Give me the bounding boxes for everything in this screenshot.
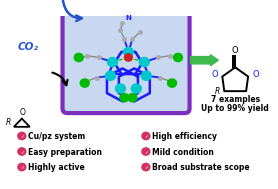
Text: O: O (232, 46, 239, 55)
Circle shape (18, 163, 26, 171)
Text: R: R (5, 118, 11, 127)
Text: O: O (212, 70, 218, 79)
Circle shape (108, 57, 118, 67)
Text: ✓: ✓ (20, 165, 24, 170)
Circle shape (80, 79, 89, 87)
Circle shape (139, 57, 149, 67)
Circle shape (142, 132, 150, 140)
Text: R: R (215, 87, 220, 96)
Text: Easy preparation: Easy preparation (28, 148, 102, 157)
Text: O: O (252, 70, 259, 79)
Circle shape (125, 54, 132, 61)
Text: Mild condition: Mild condition (152, 148, 214, 157)
Text: Highly active: Highly active (28, 163, 85, 173)
Circle shape (142, 148, 150, 155)
Text: N: N (125, 15, 131, 21)
Circle shape (142, 163, 150, 171)
Text: O: O (20, 108, 26, 117)
Text: ✓: ✓ (144, 149, 148, 154)
Text: Broad substrate scope: Broad substrate scope (152, 163, 249, 173)
Circle shape (18, 148, 26, 155)
Text: ✓: ✓ (20, 149, 24, 154)
Circle shape (18, 132, 26, 140)
Text: CO₂: CO₂ (17, 42, 38, 52)
Circle shape (128, 94, 137, 102)
Text: High efficiency: High efficiency (152, 132, 217, 141)
FancyBboxPatch shape (63, 9, 190, 113)
Text: Up to 99% yield: Up to 99% yield (201, 104, 269, 113)
Circle shape (131, 84, 141, 93)
Text: ✓: ✓ (144, 165, 148, 170)
Circle shape (115, 84, 125, 93)
Text: Cu/pz system: Cu/pz system (28, 132, 85, 141)
Circle shape (168, 79, 177, 87)
Text: 7 examples: 7 examples (211, 95, 260, 104)
Circle shape (120, 94, 129, 102)
FancyArrow shape (190, 55, 218, 66)
Circle shape (106, 71, 115, 80)
Circle shape (173, 53, 182, 62)
Circle shape (74, 53, 83, 62)
Text: ✓: ✓ (20, 133, 24, 139)
Circle shape (123, 47, 133, 57)
Circle shape (141, 71, 151, 80)
Text: ✓: ✓ (144, 133, 148, 139)
